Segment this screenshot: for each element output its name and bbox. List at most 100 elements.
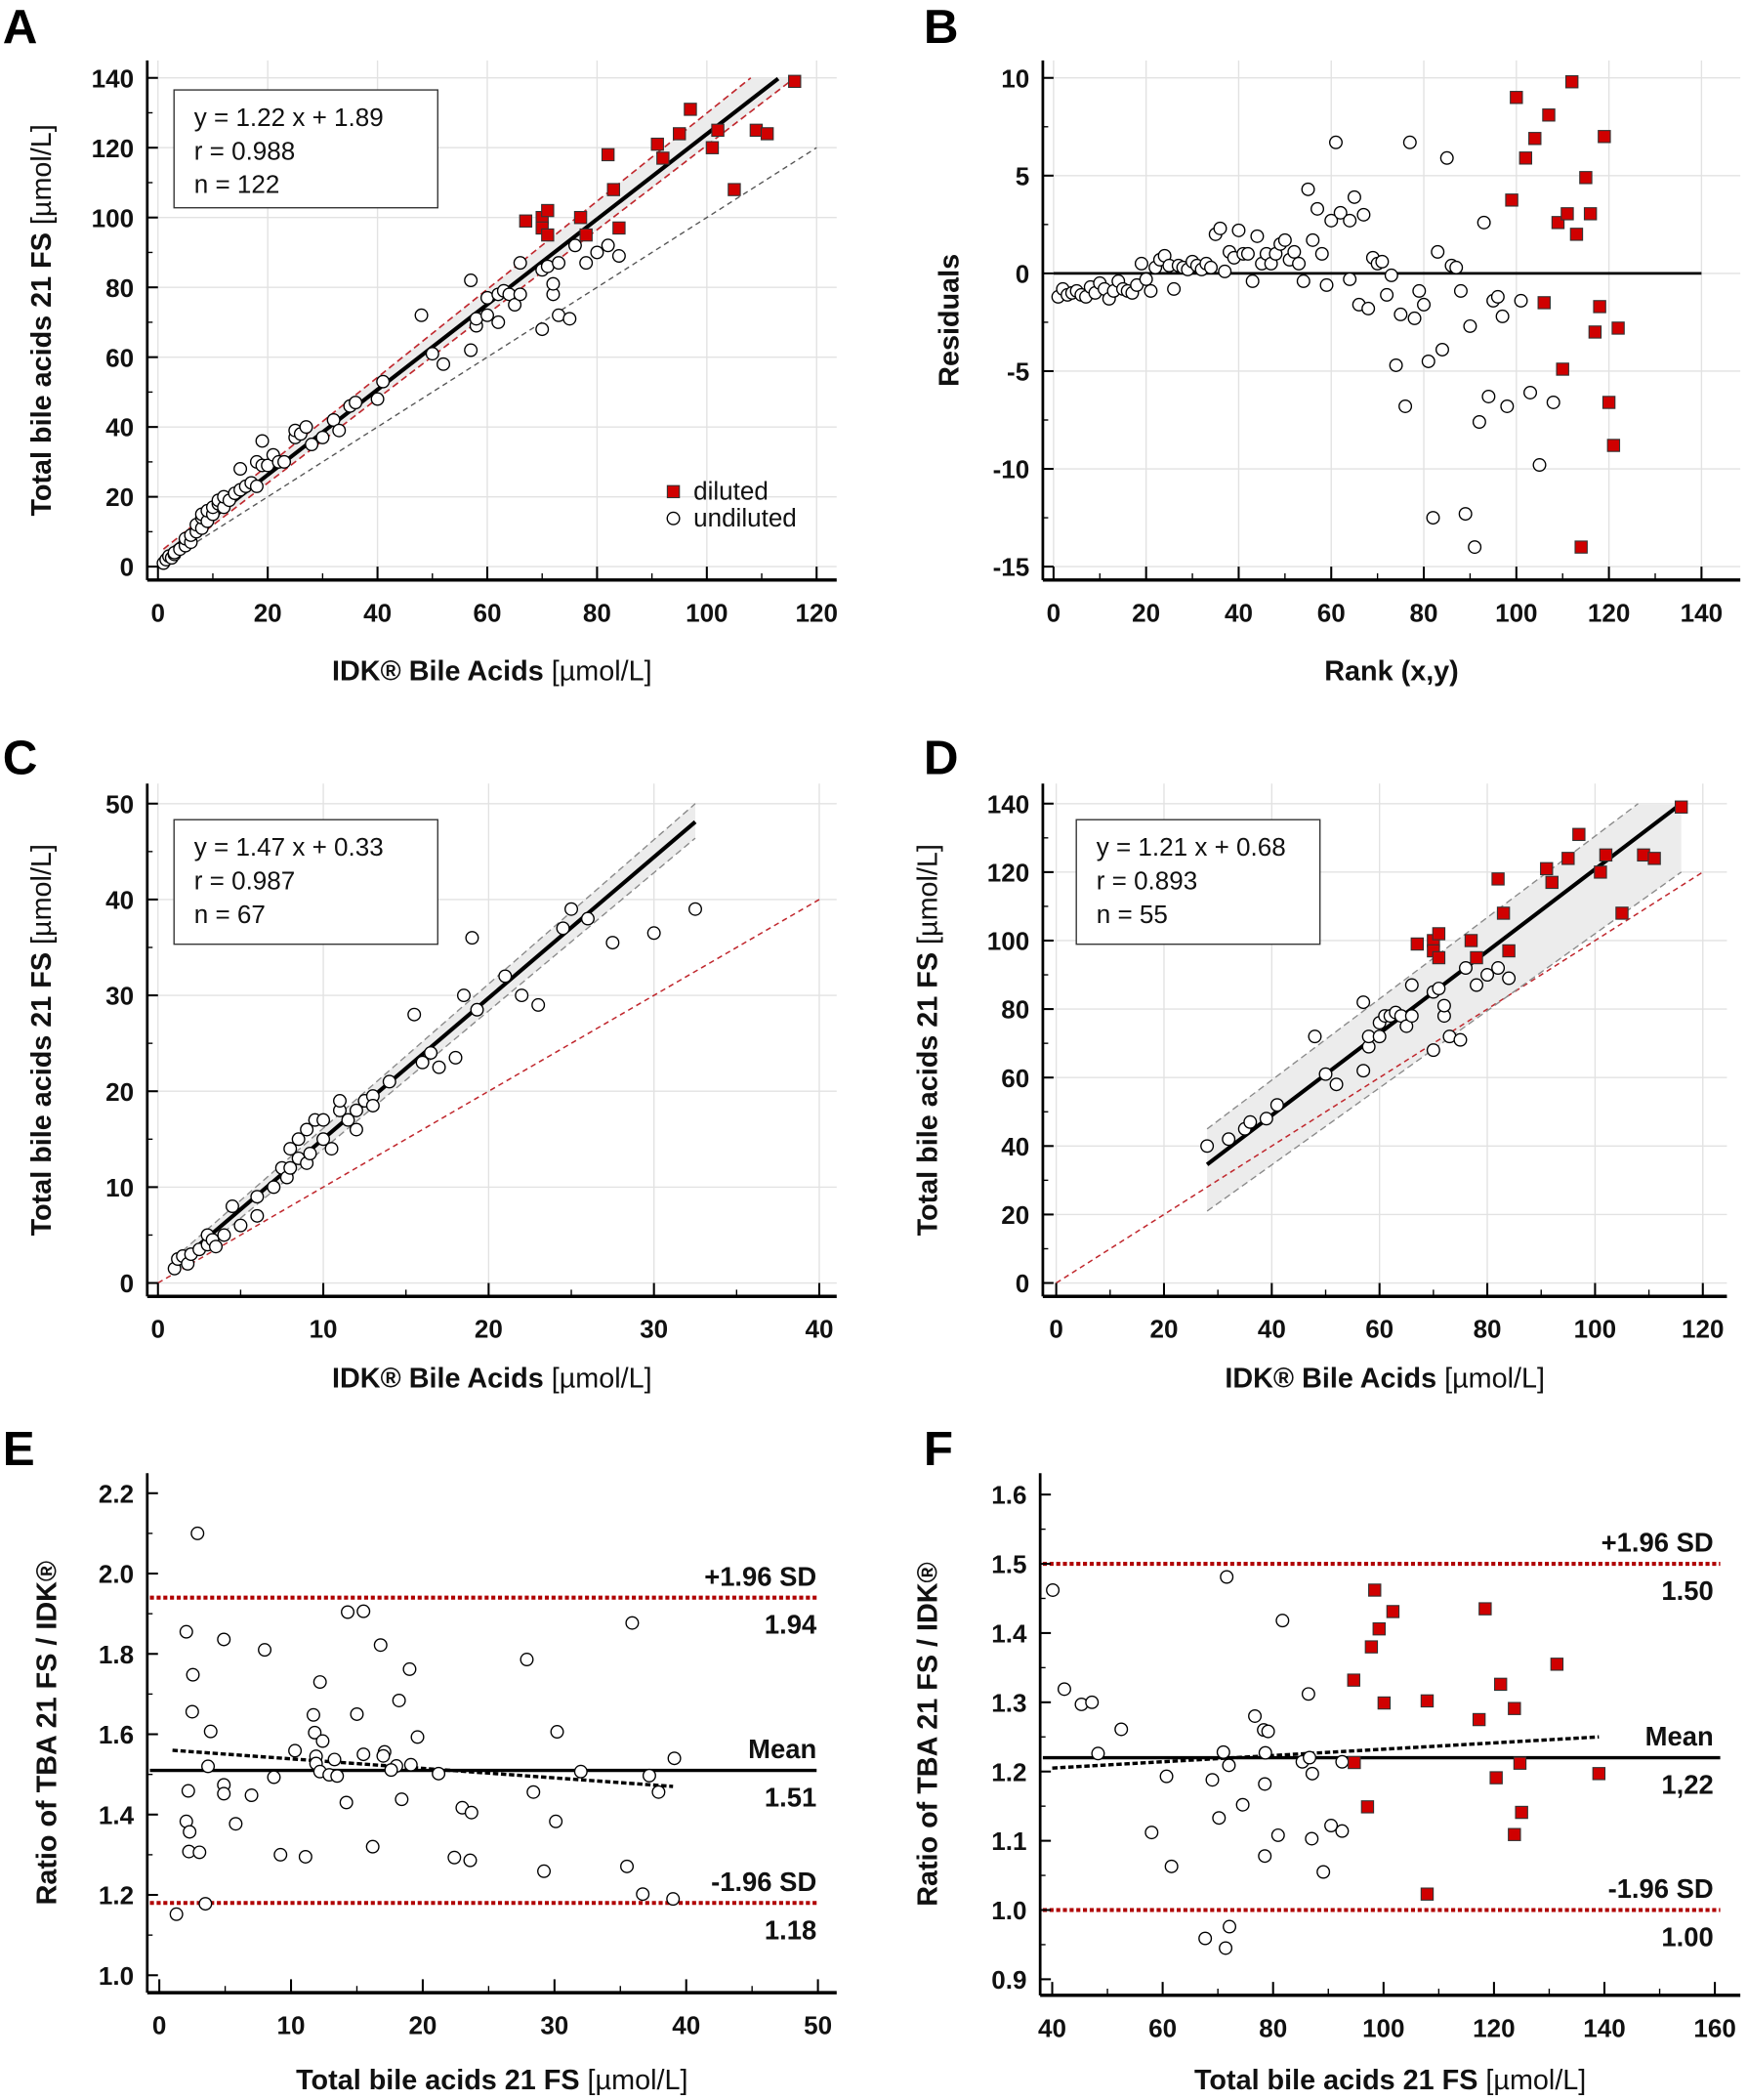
data-point-undiluted — [605, 936, 620, 950]
data-point-undiluted — [258, 1643, 272, 1658]
x-axis-label: Rank (x,y) — [1324, 656, 1458, 688]
data-point-undiluted — [376, 374, 391, 389]
data-point-undiluted — [437, 357, 451, 371]
identity-grey-line — [157, 147, 817, 567]
data-point-diluted — [1377, 1696, 1392, 1710]
data-point-undiluted — [1468, 540, 1482, 555]
data-point-undiluted — [1449, 260, 1464, 274]
data-point-undiluted — [1270, 1827, 1285, 1842]
y-tick-label: 30 — [105, 982, 134, 1011]
data-point-diluted — [1674, 800, 1688, 814]
panel-letter: B — [924, 0, 959, 54]
data-point-undiluted — [315, 1734, 330, 1748]
data-point-diluted — [684, 103, 697, 116]
data-point-undiluted — [225, 1199, 239, 1214]
y-tick-label: 50 — [105, 789, 134, 819]
data-point-undiluted — [1292, 256, 1307, 271]
data-point-diluted — [1360, 1800, 1375, 1814]
data-point-undiluted — [1532, 458, 1547, 473]
data-point-undiluted — [255, 434, 270, 448]
data-point-undiluted — [526, 1785, 541, 1799]
data-point-undiluted — [1091, 1746, 1105, 1761]
y-axis-label: Total bile acids 21 FS [µmol/L] — [913, 844, 944, 1236]
data-point-undiluted — [549, 1814, 563, 1828]
data-point-undiluted — [1243, 1114, 1258, 1129]
regression-stat: y = 1.22 x + 1.89 — [194, 103, 384, 132]
data-point-undiluted — [1231, 223, 1246, 237]
regression-stat: r = 0.987 — [194, 865, 295, 895]
data-point-undiluted — [330, 1769, 345, 1784]
x-axis-label: IDK® Bile Acids [µmol/L] — [1225, 1363, 1545, 1394]
data-point-undiluted — [1114, 1722, 1129, 1737]
x-axis-label-main: IDK® Bile Acids — [1225, 1363, 1436, 1394]
data-point-undiluted — [1324, 213, 1339, 228]
y-tick-label: 0 — [1016, 1269, 1029, 1298]
data-point-undiluted — [1319, 277, 1334, 292]
data-point-undiluted — [513, 287, 527, 302]
data-point-diluted — [1583, 207, 1598, 221]
data-point-undiluted — [1435, 342, 1449, 357]
data-point-diluted — [579, 228, 593, 242]
data-point-diluted — [519, 214, 533, 228]
data-point-undiluted — [1159, 1769, 1174, 1784]
regression-stat: y = 1.21 x + 0.68 — [1097, 832, 1286, 861]
data-point-undiluted — [1431, 244, 1445, 259]
x-axis-label-unit: [µmol/L] — [1436, 1363, 1545, 1394]
data-point-undiluted — [625, 1616, 640, 1630]
data-point-undiluted — [186, 1667, 200, 1682]
data-point-diluted — [1420, 1694, 1435, 1708]
data-point-diluted — [1601, 396, 1616, 409]
data-point-undiluted — [1301, 182, 1315, 196]
data-point-diluted — [1561, 852, 1575, 865]
data-point-diluted — [1556, 362, 1569, 376]
data-point-undiluted — [1303, 1750, 1317, 1765]
panel-a: A 0 20 40 60 80 100 120 0 20 40 60 80 100 120 140 IDK® B… — [3, 0, 838, 688]
y-axis-label-unit: [µmol/L] — [913, 844, 944, 952]
x-tick-label: 40 — [672, 2011, 700, 2040]
y-tick-label: 0 — [120, 553, 134, 582]
data-point-undiluted — [1205, 1773, 1220, 1787]
data-point-undiluted — [1412, 283, 1427, 298]
y-tick-label: 0 — [120, 1269, 134, 1298]
y-axis-label: Total bile acids 21 FS [µmol/L] — [26, 124, 58, 516]
fit-line — [1205, 802, 1683, 1166]
data-point-undiluted — [250, 1208, 265, 1223]
data-point-undiluted — [1491, 961, 1506, 976]
data-point-diluted — [1611, 321, 1625, 335]
data-point-undiluted — [651, 1785, 666, 1799]
data-point-undiluted — [395, 1792, 409, 1807]
data-point-diluted — [788, 74, 802, 89]
data-point-undiluted — [1306, 232, 1320, 247]
data-point-undiluted — [1426, 511, 1440, 525]
data-point-undiluted — [298, 1849, 312, 1864]
data-point-diluted — [656, 151, 670, 165]
data-point-undiluted — [564, 902, 579, 916]
data-point-diluted — [1615, 906, 1629, 920]
x-tick-label: 100 — [1495, 598, 1537, 627]
data-point-undiluted — [324, 1142, 339, 1156]
data-point-undiluted — [407, 1007, 422, 1022]
legend-marker-undiluted — [666, 511, 681, 525]
data-point-undiluted — [688, 902, 702, 916]
y-tick-label: 0 — [1016, 259, 1029, 288]
data-point-undiluted — [370, 392, 385, 406]
data-point-diluted — [1599, 848, 1613, 862]
trend-line — [172, 1748, 674, 1788]
data-point-undiluted — [1308, 1029, 1322, 1044]
data-point-diluted — [1386, 1605, 1400, 1618]
y-tick-label: 0.9 — [991, 1965, 1026, 1995]
data-point-undiluted — [283, 1142, 298, 1156]
x-tick-label: 20 — [1132, 598, 1160, 627]
data-point-undiluted — [1480, 968, 1495, 983]
data-point-undiluted — [250, 1190, 265, 1204]
data-point-undiluted — [1393, 307, 1408, 321]
trend-line — [1052, 1735, 1600, 1770]
panel-b: B 0 20 40 60 80 100 120 140 -15 -10 -5 0 5 10 Rank (x,y… — [924, 0, 1741, 688]
data-point-diluted — [1550, 1658, 1564, 1671]
data-point-undiluted — [1372, 1029, 1387, 1044]
regression-stat: n = 122 — [194, 170, 280, 199]
data-point-diluted — [1491, 872, 1505, 886]
data-point-undiluted — [562, 312, 577, 326]
data-point-undiluted — [1250, 229, 1265, 243]
x-axis-label: IDK® Bile Acids [µmol/L] — [332, 1363, 652, 1394]
